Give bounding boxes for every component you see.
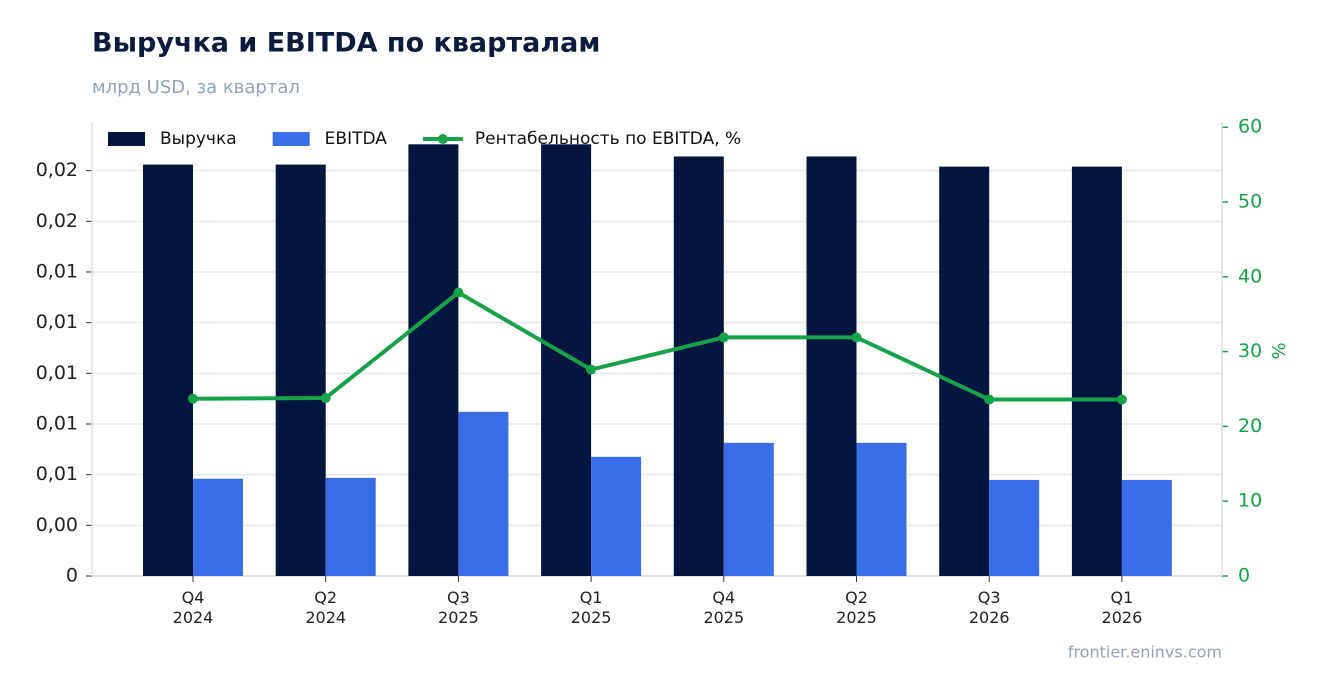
point	[718, 332, 729, 343]
point	[188, 393, 198, 404]
chart-title: Выручка и EBITDA по кварталам	[92, 28, 600, 59]
x-tick-label: Q4 2024	[172, 588, 214, 627]
legend-label: Выручка	[160, 129, 237, 149]
bar	[541, 144, 592, 576]
bar	[673, 156, 724, 576]
line	[192, 290, 1122, 402]
bar	[1121, 479, 1172, 576]
y2-tick-label: 30	[1238, 340, 1262, 362]
point	[1116, 394, 1127, 405]
legend-swatch	[272, 132, 310, 146]
bar	[143, 164, 193, 576]
legend-label: EBITDA	[325, 129, 388, 149]
bar	[408, 144, 459, 576]
bar	[458, 411, 509, 576]
bar	[193, 478, 243, 576]
bar	[856, 442, 907, 576]
bar	[325, 477, 376, 576]
x-tick-label: Q3 2025	[438, 588, 479, 627]
point	[851, 332, 862, 343]
legend-label: Рентабельность по EBITDA, %	[475, 129, 741, 149]
y-tick-label: 0,02	[36, 159, 78, 181]
y-tick-label: 0,02	[36, 210, 78, 232]
y2-axis-label: %	[1269, 342, 1290, 359]
x-tick-label: Q3 2026	[968, 588, 1010, 627]
point	[320, 392, 331, 403]
y2-tick-label: 10	[1238, 490, 1262, 512]
bar	[275, 164, 326, 576]
y2-tick-label: 0	[1238, 565, 1250, 587]
bar	[1071, 166, 1122, 576]
x-tick-label: Q4 2025	[703, 588, 745, 627]
x-tick-label: Q1 2025	[570, 588, 612, 627]
bar	[989, 479, 1040, 576]
point	[453, 287, 464, 298]
legend-swatch	[437, 134, 448, 144]
y2-tick-label: 40	[1238, 265, 1262, 287]
y-tick-label: 0,01	[36, 311, 78, 333]
chart-subtitle: млрд USD, за квартал	[92, 77, 300, 98]
y-tick-label: 0,01	[36, 463, 78, 485]
y-tick-label: 0,01	[36, 260, 78, 282]
x-tick-label: Q2 2024	[305, 588, 347, 627]
x-tick-label: Q1 2026	[1101, 588, 1143, 627]
y-tick-label: 0	[66, 565, 78, 587]
y-tick-label: 0,00	[36, 514, 78, 536]
y-tick-label: 0,01	[36, 412, 78, 434]
y2-tick-label: 50	[1238, 191, 1262, 213]
bar	[939, 166, 990, 576]
bar	[806, 156, 857, 576]
y2-tick-label: 20	[1238, 415, 1262, 437]
y2-tick-label: 60	[1238, 116, 1262, 138]
point	[984, 394, 995, 405]
bar	[723, 442, 774, 576]
source: frontier.eninvs.com	[1068, 643, 1222, 662]
legend-swatch	[108, 132, 145, 146]
y-tick-label: 0,01	[36, 362, 78, 384]
bar	[591, 456, 642, 576]
point	[586, 364, 597, 375]
x-tick-label: Q2 2025	[836, 588, 877, 627]
